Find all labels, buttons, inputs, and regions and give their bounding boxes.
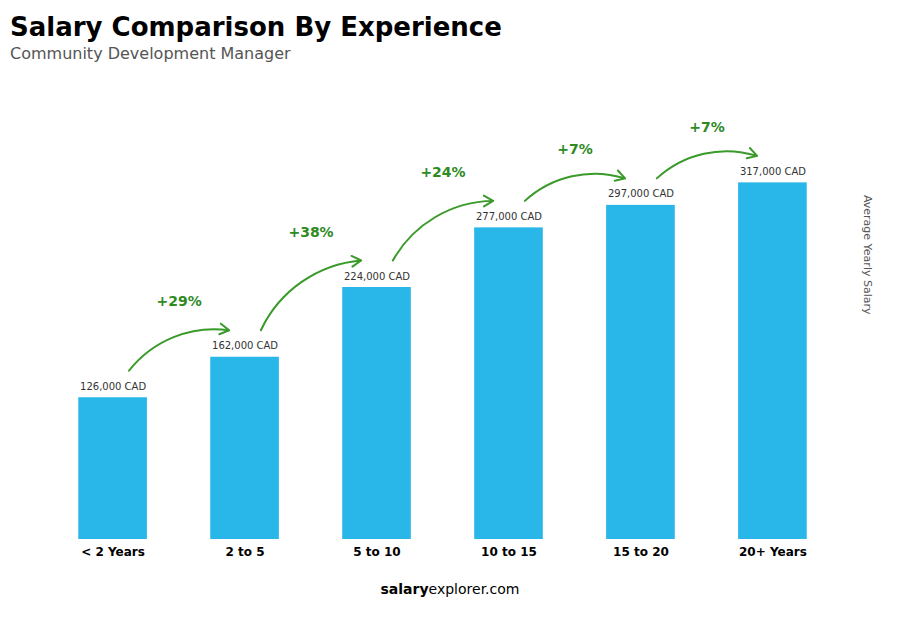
svg-text:+24%: +24% <box>420 164 465 180</box>
svg-text:+7%: +7% <box>689 119 725 135</box>
html-text:Salary Comparison By Experienc: Salary Comparison By Experience <box>10 12 502 42</box>
svg-text:5 to 10: 5 to 10 <box>353 545 400 559</box>
svg-text:Average Yearly Salary: Average Yearly Salary <box>861 195 874 315</box>
html-text:salary explorer.com: salary explorer.com <box>380 581 520 597</box>
svg-text:277,000 CAD: 277,000 CAD <box>476 211 542 222</box>
svg-text:20+ Years: 20+ Years <box>739 545 807 559</box>
svg-text:126,000 CAD: 126,000 CAD <box>80 381 146 392</box>
svg-text:< 2 Years: < 2 Years <box>81 545 145 559</box>
html-text:Community Development Manager: Community Development Manager <box>10 44 291 63</box>
svg-text:+29%: +29% <box>156 293 201 309</box>
svg-text:297,000 CAD: 297,000 CAD <box>608 188 674 199</box>
svg-text:224,000 CAD: 224,000 CAD <box>344 271 410 282</box>
svg-text:162,000 CAD: 162,000 CAD <box>212 340 278 351</box>
svg-text:2 to 5: 2 to 5 <box>226 545 265 559</box>
svg-text:317,000 CAD: 317,000 CAD <box>740 166 806 177</box>
svg-text:10 to 15: 10 to 15 <box>481 545 537 559</box>
svg-text:+38%: +38% <box>288 224 333 240</box>
svg-text:+7%: +7% <box>557 141 593 157</box>
svg-text:15 to 20: 15 to 20 <box>613 545 669 559</box>
